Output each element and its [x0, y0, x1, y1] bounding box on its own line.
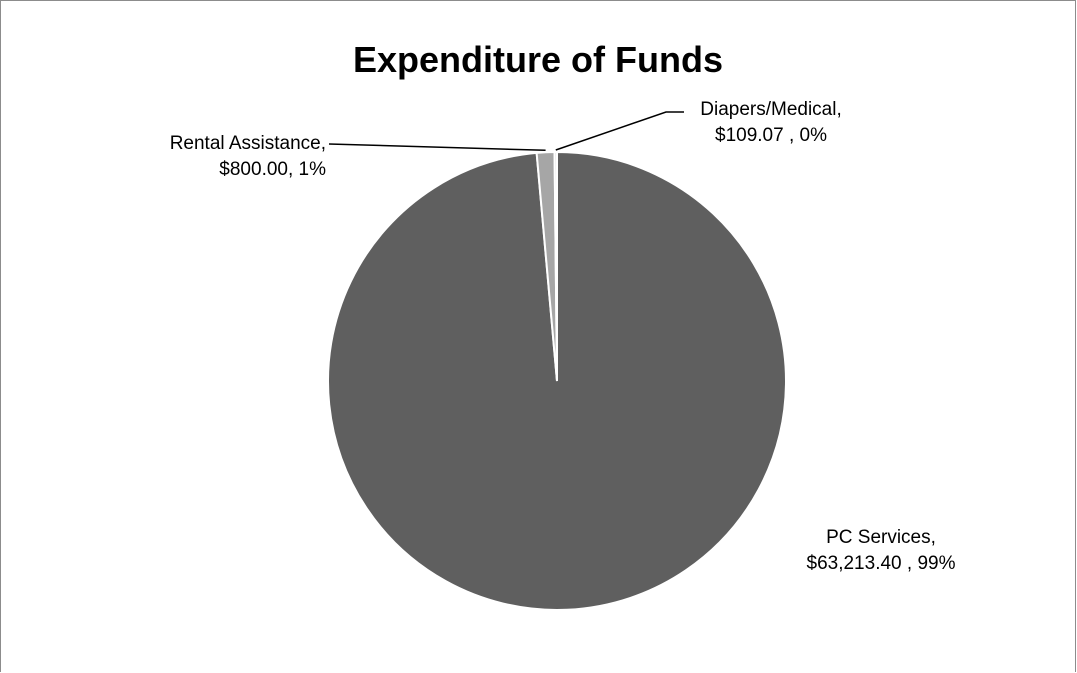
data-label-pc-services-value: $63,213.40 , 99% [806, 553, 956, 574]
pie-slice-diapers-medical [553, 150, 558, 382]
data-label-diapers-medical-value: $109.07 , 0% [715, 125, 827, 146]
leader-line-rental-assistance [328, 143, 546, 152]
data-label-rental-assistance: Rental Assistance, $800.00, 1% [116, 131, 326, 183]
data-label-pc-services-name: PC Services, [826, 527, 936, 548]
data-label-rental-assistance-name: Rental Assistance, [169, 133, 326, 154]
leader-line-diapers-medical [555, 111, 684, 151]
data-label-rental-assistance-value: $800.00, 1% [219, 159, 326, 180]
data-label-diapers-medical-name: Diapers/Medical, [700, 99, 842, 120]
chart-title: Expenditure of Funds [352, 39, 723, 80]
data-label-pc-services: PC Services, $63,213.40 , 99% [771, 525, 991, 577]
data-label-diapers-medical: Diapers/Medical, $109.07 , 0% [676, 97, 866, 149]
